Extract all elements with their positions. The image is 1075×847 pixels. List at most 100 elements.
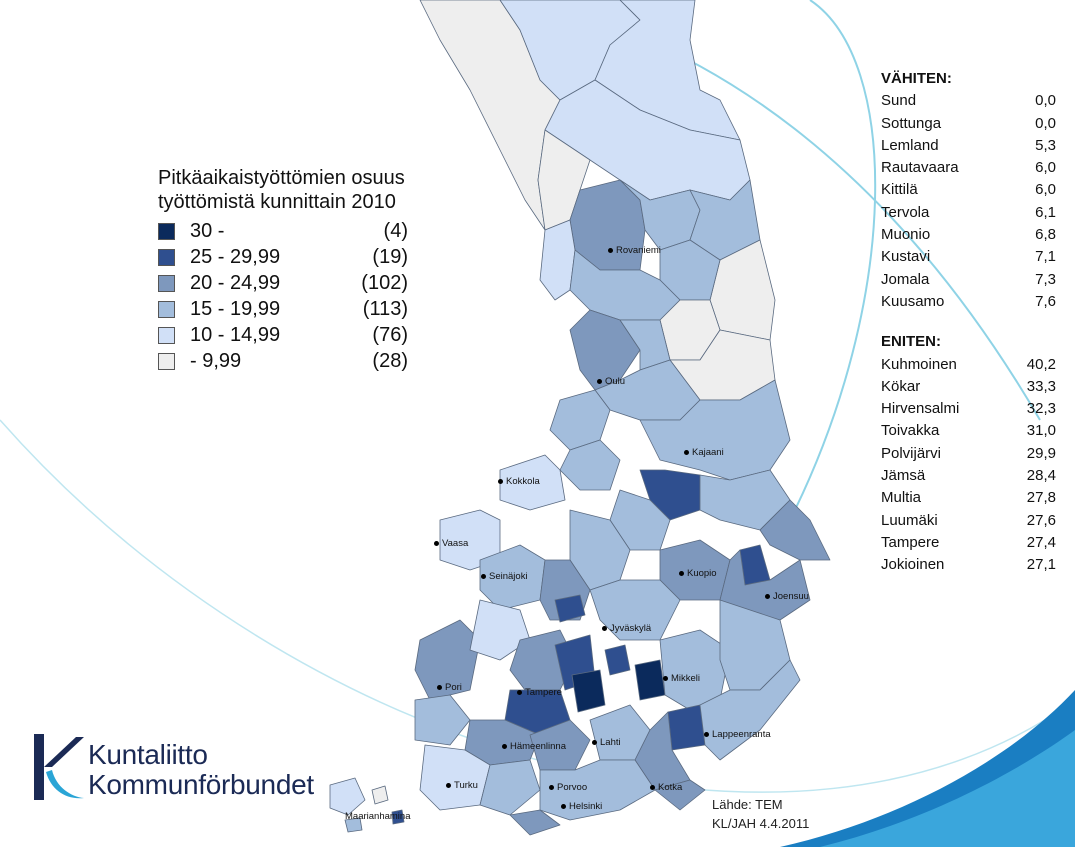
legend-title-line2: työttömistä kunnittain 2010 bbox=[158, 191, 396, 213]
municipality-name: Kittilä bbox=[881, 181, 918, 199]
region-lieksa bbox=[759, 499, 831, 561]
legend-swatch bbox=[158, 352, 175, 370]
source-line1: Lähde: TEM bbox=[712, 797, 783, 812]
municipality-name: Toivakka bbox=[881, 422, 940, 440]
municipality-value: 6,1 bbox=[1035, 203, 1056, 221]
municipality-name: Jokioinen bbox=[881, 556, 945, 574]
legend-swatch bbox=[158, 326, 175, 344]
municipality-name: Polvijärvi bbox=[881, 444, 942, 462]
logo-line1: Kuntaliitto bbox=[88, 739, 208, 770]
municipality-value: 0,0 bbox=[1035, 114, 1056, 132]
city-label-porvoo: Porvoo bbox=[549, 782, 587, 793]
region-lappeenranta bbox=[699, 659, 801, 761]
city-label-lahti: Lahti bbox=[592, 737, 621, 748]
legend-swatch bbox=[158, 222, 175, 240]
region-oulu bbox=[569, 309, 641, 391]
highest-item: Tampere 27,4 bbox=[881, 532, 1056, 554]
municipality-value: 27,1 bbox=[1026, 556, 1056, 574]
legend-class-label: 30 - bbox=[190, 220, 225, 242]
lowest-heading: VÄHITEN: bbox=[881, 70, 952, 87]
legend-row: 30 - (4) bbox=[158, 218, 408, 244]
legend-class-label: - 9,99 bbox=[190, 350, 242, 372]
city-label-hameenlinna: Hämeenlinna bbox=[502, 741, 566, 752]
highest-item: Toivakka 31,0 bbox=[881, 420, 1056, 442]
city-label-pori: Pori bbox=[437, 682, 462, 693]
legend-row: 15 - 19,99 (113) bbox=[158, 296, 408, 322]
highest-item: Hirvensalmi 32,3 bbox=[881, 398, 1056, 420]
legend-class-label: 10 - 14,99 bbox=[190, 324, 281, 346]
region-kuhmoinen bbox=[571, 669, 606, 713]
municipality-name: Luumäki bbox=[881, 511, 938, 529]
lowest-item: Jomala 7,3 bbox=[881, 269, 1056, 291]
legend-row: - 9,99 (28) bbox=[158, 348, 408, 374]
city-label-helsinki: Helsinki bbox=[561, 801, 602, 812]
legend-class-count: (4) bbox=[383, 220, 408, 242]
region-aland-east bbox=[371, 785, 389, 805]
legend-swatch bbox=[158, 248, 175, 266]
municipality-name: Sund bbox=[881, 92, 917, 110]
lowest-item: Rautavaara 6,0 bbox=[881, 157, 1056, 179]
highest-item: Jokioinen 27,1 bbox=[881, 554, 1056, 576]
region-hirvensalmi bbox=[634, 659, 666, 701]
region-multia bbox=[554, 594, 586, 623]
region-luumaki bbox=[667, 704, 706, 751]
city-label-oulu: Oulu bbox=[597, 376, 625, 387]
region-ikaalinen bbox=[469, 599, 531, 661]
municipality-name: Kustavi bbox=[881, 248, 931, 266]
highest-item: Jämsä 28,4 bbox=[881, 465, 1056, 487]
municipality-name: Tervola bbox=[881, 203, 930, 221]
region-kotka bbox=[654, 779, 706, 811]
municipality-value: 7,6 bbox=[1035, 292, 1056, 310]
municipality-value: 32,3 bbox=[1026, 400, 1056, 418]
map-legend: Pitkäaikaistyöttömien osuus työttömistä … bbox=[158, 166, 408, 374]
legend-class-count: (102) bbox=[361, 272, 408, 294]
legend-class-label: 25 - 29,99 bbox=[190, 246, 281, 268]
city-label-mikkeli: Mikkeli bbox=[663, 673, 700, 684]
municipality-value: 31,0 bbox=[1026, 422, 1056, 440]
lowest-item: Lemland 5,3 bbox=[881, 135, 1056, 157]
source-note: Lähde: TEM KL/JAH 4.4.2011 bbox=[712, 795, 809, 833]
municipality-name: Muonio bbox=[881, 226, 931, 244]
region-salo bbox=[479, 759, 541, 816]
municipality-value: 40,2 bbox=[1026, 355, 1056, 373]
lowest-item: Muonio 6,8 bbox=[881, 224, 1056, 246]
municipality-rankings: VÄHITEN: Sund 0,0 Sottunga 0,0 Lemland 5,3 Rau… bbox=[881, 68, 1056, 577]
municipality-value: 27,6 bbox=[1026, 511, 1056, 529]
municipality-value: 6,8 bbox=[1035, 226, 1056, 244]
legend-swatch bbox=[158, 300, 175, 318]
lowest-item: Sund 0,0 bbox=[881, 90, 1056, 112]
municipality-name: Lemland bbox=[881, 136, 939, 154]
city-label-kuopio: Kuopio bbox=[679, 568, 717, 579]
city-label-tampere: Tampere bbox=[517, 687, 562, 698]
municipality-name: Rautavaara bbox=[881, 159, 959, 177]
municipality-name: Kuhmoinen bbox=[881, 355, 957, 373]
city-label-jyvaskyla: Jyväskylä bbox=[602, 623, 651, 634]
legend-row: 25 - 29,99 (19) bbox=[158, 244, 408, 270]
region-tornio bbox=[539, 219, 576, 301]
region-jyvaskyla bbox=[589, 579, 681, 641]
region-toivakka bbox=[604, 644, 631, 676]
city-label-seinajoki: Seinäjoki bbox=[481, 571, 528, 582]
lowest-item: Kustavi 7,1 bbox=[881, 246, 1056, 268]
municipality-name: Jomala bbox=[881, 270, 930, 288]
municipality-value: 7,3 bbox=[1035, 270, 1056, 288]
region-aland-main bbox=[329, 777, 366, 816]
legend-title: Pitkäaikaistyöttömien osuus työttömistä … bbox=[158, 166, 408, 214]
municipality-name: Kuusamo bbox=[881, 292, 945, 310]
region-hameenlinna bbox=[529, 719, 591, 771]
legend-class-count: (28) bbox=[372, 350, 408, 372]
region-kokar bbox=[391, 809, 405, 825]
highest-heading: ENITEN: bbox=[881, 333, 941, 351]
municipality-name: Kökar bbox=[881, 377, 921, 395]
municipality-value: 5,3 bbox=[1035, 136, 1056, 154]
municipality-name: Hirvensalmi bbox=[881, 400, 960, 418]
municipality-name: Jämsä bbox=[881, 467, 926, 485]
lowest-list: Sund 0,0 Sottunga 0,0 Lemland 5,3 Rautavaara 6,… bbox=[881, 90, 1056, 313]
region-kainuu bbox=[639, 379, 791, 481]
municipality-value: 28,4 bbox=[1026, 467, 1056, 485]
legend-class-label: 15 - 19,99 bbox=[190, 298, 281, 320]
municipality-value: 33,3 bbox=[1026, 377, 1056, 395]
legend-class-label: 20 - 24,99 bbox=[190, 272, 281, 294]
lowest-item: Sottunga 0,0 bbox=[881, 113, 1056, 135]
